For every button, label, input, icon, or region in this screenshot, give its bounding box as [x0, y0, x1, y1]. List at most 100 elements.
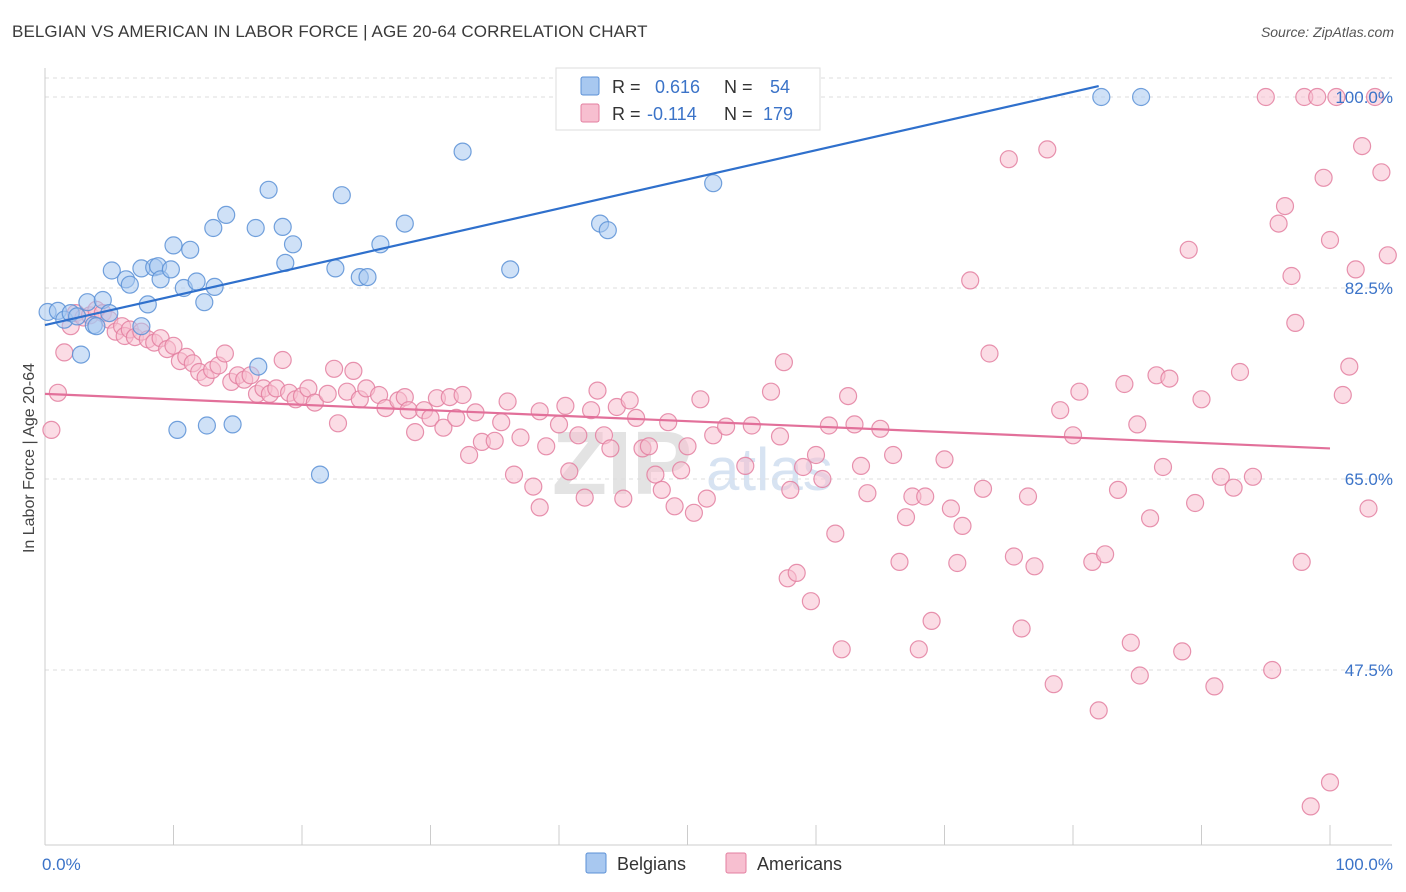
belgian-point [71, 345, 91, 364]
american-point [1275, 197, 1295, 216]
belgian-point [358, 268, 377, 287]
american-point [1292, 552, 1311, 572]
belgian-trend-line [44, 85, 1099, 327]
y-tick-label: 47.5% [1345, 661, 1393, 680]
bottom-legend-americans: Americans [757, 854, 842, 874]
american-point [42, 420, 61, 439]
american-point [1314, 168, 1333, 187]
american-point [922, 611, 941, 631]
american-point [1108, 480, 1128, 499]
belgian-point [273, 217, 292, 236]
american-point [770, 427, 790, 446]
american-point [485, 431, 504, 450]
american-point [980, 344, 999, 363]
legend-n-label: N = [724, 77, 753, 97]
belgians-points [38, 82, 1151, 484]
american-point [460, 445, 479, 465]
american-point [1333, 385, 1352, 405]
belgian-point [195, 293, 214, 312]
american-point [549, 415, 569, 434]
american-point [325, 359, 344, 378]
american-point [1286, 313, 1305, 332]
belgian-point [395, 214, 414, 233]
american-point [164, 336, 183, 355]
american-point [742, 416, 761, 435]
american-point [1095, 545, 1115, 564]
american-point [973, 479, 993, 498]
american-point [1192, 390, 1211, 409]
belgian-point [283, 235, 303, 254]
american-point [1089, 701, 1108, 720]
belgian-point [78, 293, 97, 312]
american-point [560, 462, 579, 481]
belgian-point [161, 260, 180, 279]
american-point [961, 271, 980, 290]
chart-title: BELGIAN VS AMERICAN IN LABOR FORCE | AGE… [12, 22, 648, 41]
belgian-point [453, 142, 472, 161]
american-point [1140, 509, 1160, 528]
american-point [406, 423, 425, 442]
american-point [305, 393, 324, 412]
belgian-point [249, 357, 268, 376]
american-point [761, 382, 781, 401]
american-point [935, 450, 954, 469]
trend-lines [44, 85, 1331, 450]
legend-american-swatch [580, 103, 600, 123]
american-point [774, 353, 794, 372]
source-label: Source: ZipAtlas.com [1260, 24, 1394, 40]
legend-box: R = 0.616 N = 54 R = -0.114 N = 179 [555, 67, 821, 131]
american-point [697, 489, 716, 508]
american-point [575, 488, 594, 507]
american-point [671, 461, 691, 480]
x-tick-label-max: 100.0% [1335, 855, 1393, 874]
american-point [504, 465, 524, 484]
belgian-point [704, 174, 723, 193]
american-point [1128, 415, 1147, 434]
american-point [1378, 246, 1397, 265]
american-point [787, 563, 806, 583]
american-point [1359, 499, 1378, 518]
american-point [1352, 137, 1372, 156]
american-point [1004, 547, 1024, 566]
american-point [1012, 619, 1031, 638]
american-point [948, 553, 967, 573]
american-point [1301, 797, 1320, 816]
american-point [1153, 457, 1173, 477]
american-point [953, 516, 972, 536]
american-point [1230, 362, 1250, 382]
american-point [1173, 642, 1192, 661]
bottom-legend-belgian-swatch [585, 852, 607, 874]
belgian-point [120, 275, 139, 294]
legend-r-label: R = [612, 77, 641, 97]
american-point [896, 508, 916, 527]
american-point [1038, 140, 1057, 159]
belgian-point [223, 415, 242, 434]
american-point [581, 401, 601, 420]
american-point [1121, 633, 1140, 652]
american-point [801, 592, 821, 611]
american-point [1282, 266, 1301, 286]
american-point [1243, 467, 1263, 486]
tick-labels: 100.0% 82.5% 65.0% 47.5% 0.0% 100.0% [42, 88, 1393, 874]
american-point [453, 385, 472, 405]
american-point [999, 150, 1018, 169]
watermark-atlas: atlas [706, 436, 833, 503]
belgian-point [138, 295, 157, 314]
legend-n-label: N = [724, 104, 753, 124]
american-point [1340, 357, 1359, 376]
axes [44, 68, 1392, 846]
american-point [569, 426, 588, 445]
belgian-point [204, 218, 223, 238]
american-point [806, 445, 826, 465]
american-trend-line [44, 392, 1331, 450]
american-point [447, 408, 466, 427]
american-point [716, 417, 736, 436]
american-point [273, 350, 292, 370]
american-point [215, 344, 234, 363]
american-point [524, 477, 543, 496]
american-point [832, 640, 851, 659]
american-point [845, 415, 864, 434]
american-point [639, 437, 659, 456]
legend-belgian-swatch [580, 76, 600, 96]
